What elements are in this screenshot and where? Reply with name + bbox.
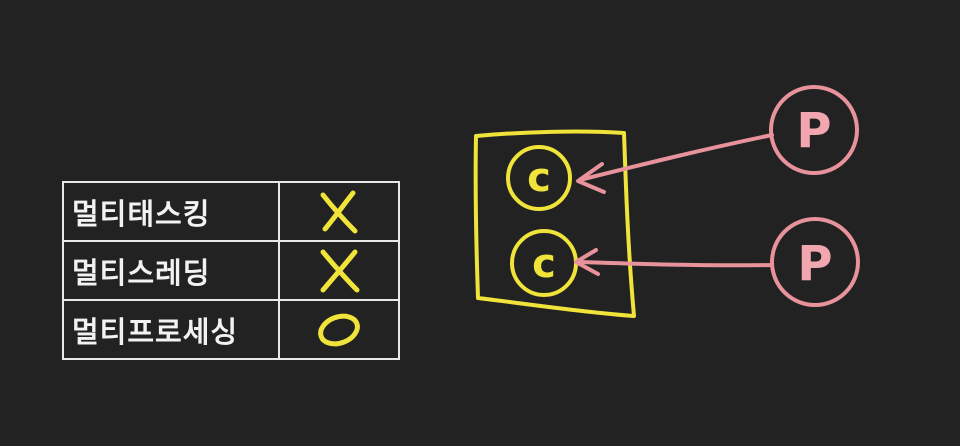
core-1-label: c xyxy=(527,155,551,201)
process-1-label: P xyxy=(796,103,831,159)
process-2-label: P xyxy=(797,236,832,292)
process-1: P xyxy=(771,87,857,173)
core-2: c xyxy=(512,231,576,295)
cpu-box xyxy=(476,132,634,316)
arrow-1 xyxy=(578,135,772,192)
core-2-label: c xyxy=(532,241,556,287)
process-2: P xyxy=(772,219,858,305)
arrow-2 xyxy=(576,250,772,274)
core-1: c xyxy=(508,147,570,209)
